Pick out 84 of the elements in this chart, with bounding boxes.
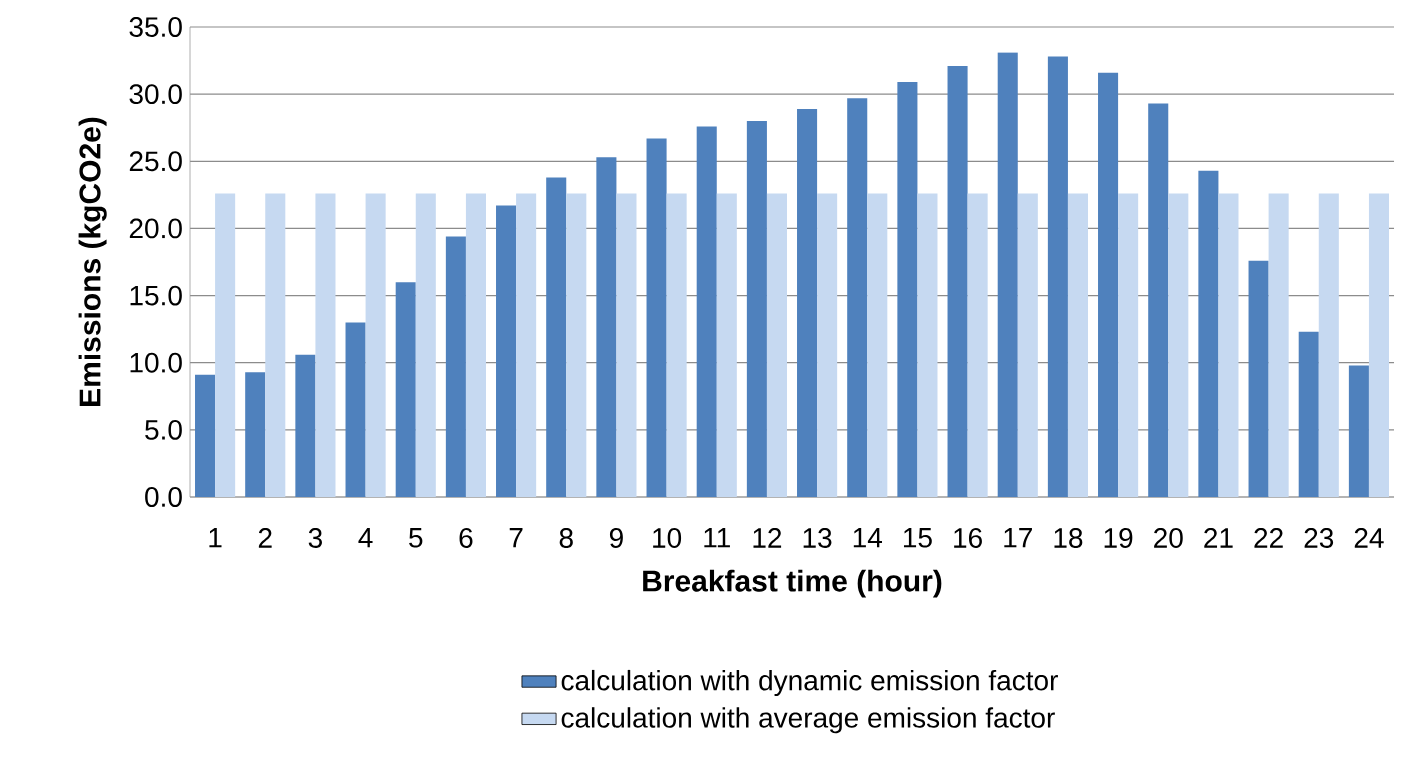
y-tick-label: 0.0 bbox=[145, 487, 182, 507]
bar bbox=[1118, 193, 1139, 498]
x-tick-label: 14 bbox=[853, 528, 882, 548]
bar bbox=[345, 322, 366, 498]
bar bbox=[596, 157, 617, 498]
x-tick-label: 3 bbox=[308, 528, 322, 548]
bar bbox=[295, 354, 316, 498]
bar bbox=[215, 193, 236, 498]
bar bbox=[696, 126, 717, 498]
y-tick-label: 15.0 bbox=[130, 285, 182, 306]
bar bbox=[566, 193, 587, 498]
bar bbox=[947, 65, 968, 498]
bar bbox=[746, 121, 767, 498]
y-axis-title: Emissions (kgCO2e) bbox=[78, 117, 107, 406]
x-tick-label: 11 bbox=[704, 528, 730, 548]
bar bbox=[817, 193, 838, 498]
bar bbox=[1017, 193, 1038, 498]
x-tick-label: 13 bbox=[803, 528, 832, 548]
x-tick-label: 19 bbox=[1104, 528, 1133, 548]
y-tick-label: 35.0 bbox=[129, 17, 182, 37]
bar bbox=[1318, 193, 1339, 498]
x-tick-label: 9 bbox=[609, 528, 623, 548]
bar bbox=[395, 282, 416, 498]
y-tick-label: 25.0 bbox=[129, 151, 182, 172]
x-tick-label: 15 bbox=[903, 528, 932, 548]
y-tick-label: 5.0 bbox=[145, 419, 182, 440]
x-tick-label: 6 bbox=[459, 528, 473, 548]
bar bbox=[496, 205, 517, 498]
bar bbox=[616, 193, 637, 498]
bar bbox=[897, 82, 918, 498]
bar bbox=[195, 374, 216, 498]
bar bbox=[1268, 193, 1289, 498]
x-tick-label: 1 bbox=[209, 528, 222, 548]
y-tick-label: 20.0 bbox=[129, 218, 182, 239]
bar bbox=[646, 138, 667, 498]
bar bbox=[997, 52, 1018, 498]
bar bbox=[1368, 193, 1389, 498]
x-tick-label: 17 bbox=[1004, 528, 1032, 548]
x-tick-label: 24 bbox=[1354, 528, 1384, 548]
bar bbox=[1348, 365, 1369, 498]
x-tick-label: 23 bbox=[1304, 528, 1334, 548]
x-tick-label: 2 bbox=[258, 528, 272, 548]
x-tick-label: 8 bbox=[559, 528, 573, 548]
bar bbox=[797, 108, 818, 498]
bar bbox=[1168, 193, 1189, 498]
bar bbox=[1047, 56, 1068, 498]
x-tick-label: 18 bbox=[1054, 528, 1083, 548]
x-tick-label: 16 bbox=[954, 528, 982, 548]
bar bbox=[1067, 193, 1088, 498]
bar bbox=[315, 193, 336, 498]
bar bbox=[1248, 260, 1269, 498]
bar bbox=[1218, 193, 1239, 498]
bar bbox=[1198, 170, 1219, 498]
bar bbox=[445, 236, 466, 498]
y-tick-label: 30.0 bbox=[129, 84, 182, 105]
bar bbox=[516, 193, 537, 498]
bar bbox=[716, 193, 737, 498]
bar bbox=[967, 193, 988, 498]
x-axis-title: Breakfast time (hour) bbox=[643, 569, 942, 598]
bar bbox=[546, 177, 567, 498]
bar bbox=[365, 193, 386, 498]
bar bbox=[666, 193, 687, 498]
bar bbox=[465, 193, 486, 498]
legend-label: calculation with dynamic emission factor bbox=[561, 669, 1058, 696]
bar bbox=[265, 193, 286, 498]
y-tick-label: 10.0 bbox=[130, 352, 182, 373]
bar bbox=[867, 193, 888, 498]
x-tick-label: 20 bbox=[1154, 528, 1183, 548]
x-tick-label: 22 bbox=[1254, 528, 1283, 548]
x-tick-label: 21 bbox=[1204, 528, 1233, 548]
x-tick-label: 12 bbox=[753, 528, 782, 548]
x-tick-label: 10 bbox=[653, 528, 682, 548]
bar bbox=[415, 193, 436, 498]
x-tick-label: 5 bbox=[409, 528, 423, 548]
legend-label: calculation with average emission factor bbox=[561, 707, 1055, 734]
bar bbox=[245, 372, 266, 498]
bar bbox=[1148, 103, 1169, 498]
bar bbox=[1298, 331, 1319, 498]
x-tick-label: 4 bbox=[358, 528, 373, 548]
bar bbox=[847, 98, 868, 498]
bar bbox=[766, 193, 787, 498]
x-tick-label: 7 bbox=[509, 528, 523, 548]
bar bbox=[1098, 72, 1119, 498]
bar bbox=[917, 193, 938, 498]
